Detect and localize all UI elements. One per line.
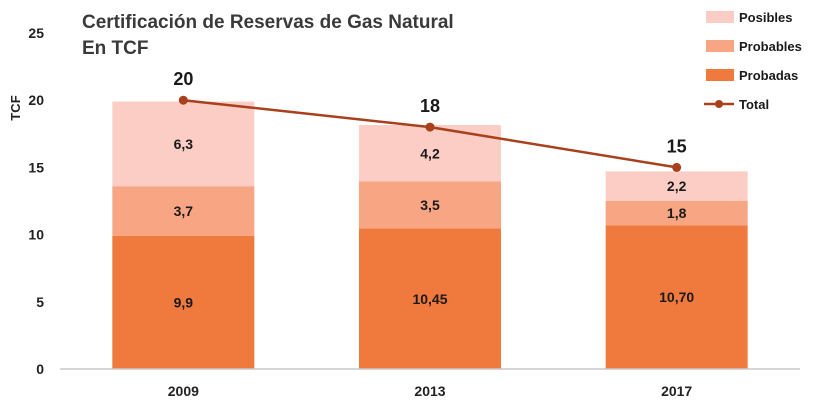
legend-swatch-probadas: [706, 69, 734, 81]
legend: Posibles Probables Probadas Total: [704, 10, 802, 112]
legend-label-probables: Probables: [739, 39, 802, 54]
total-point: [672, 162, 682, 172]
bar-segment-probables: [112, 186, 255, 236]
chart-subtitle: En TCF: [82, 38, 149, 59]
bar-segment-probables: [359, 181, 501, 229]
bar-segment-posibles: [605, 171, 748, 201]
bar-value-label: 9,9: [174, 294, 194, 310]
x-axis: 2009 2013 2017: [60, 368, 800, 399]
bar-segment-probables: [605, 201, 748, 226]
bar-segment-probadas: [112, 235, 255, 369]
y-tick-label: 20: [28, 92, 44, 108]
bar-value-label: 3,7: [174, 203, 194, 219]
chart-title: Certificación de Reservas de Gas Natural: [82, 12, 454, 33]
total-line-series: 20 18 15: [173, 69, 687, 172]
x-tick-label: 2009: [168, 383, 199, 399]
y-tick-label: 10: [28, 227, 44, 243]
total-value-label: 20: [173, 69, 193, 89]
total-point: [178, 95, 188, 105]
total-point: [425, 122, 435, 132]
x-tick-label: 2017: [661, 383, 692, 399]
y-axis-title: TCF: [8, 95, 23, 120]
legend-swatch-posibles: [706, 11, 734, 23]
bars: 9,9 3,7 6,3 10,45 3,5 4,2 10,70 1,8 2,2: [112, 101, 748, 369]
legend-label-probadas: Probadas: [739, 68, 798, 83]
total-value-label: 18: [420, 96, 440, 116]
bar-value-label: 1,8: [667, 205, 687, 221]
x-tick-label: 2013: [414, 383, 445, 399]
legend-marker-total: [715, 100, 723, 108]
bar-segment-probadas: [605, 225, 748, 369]
legend-label-posibles: Posibles: [739, 10, 792, 25]
y-tick-label: 15: [28, 159, 44, 175]
bar-value-label: 3,5: [420, 197, 440, 213]
bar-value-label: 10,70: [659, 289, 694, 305]
bar-value-label: 2,2: [667, 178, 687, 194]
legend-swatch-probables: [706, 40, 734, 52]
legend-label-total: Total: [739, 97, 769, 112]
y-tick-label: 25: [28, 25, 44, 41]
y-axis: 0 5 10 15 20 25: [28, 25, 44, 377]
bar-segment-posibles: [112, 101, 255, 187]
bar-value-label: 10,45: [412, 291, 447, 307]
total-value-label: 15: [667, 136, 687, 156]
y-tick-label: 0: [36, 361, 44, 377]
bar-segment-probadas: [359, 228, 501, 369]
bar-value-label: 6,3: [174, 136, 194, 152]
bar-value-label: 4,2: [420, 145, 440, 161]
y-tick-label: 5: [36, 294, 44, 310]
